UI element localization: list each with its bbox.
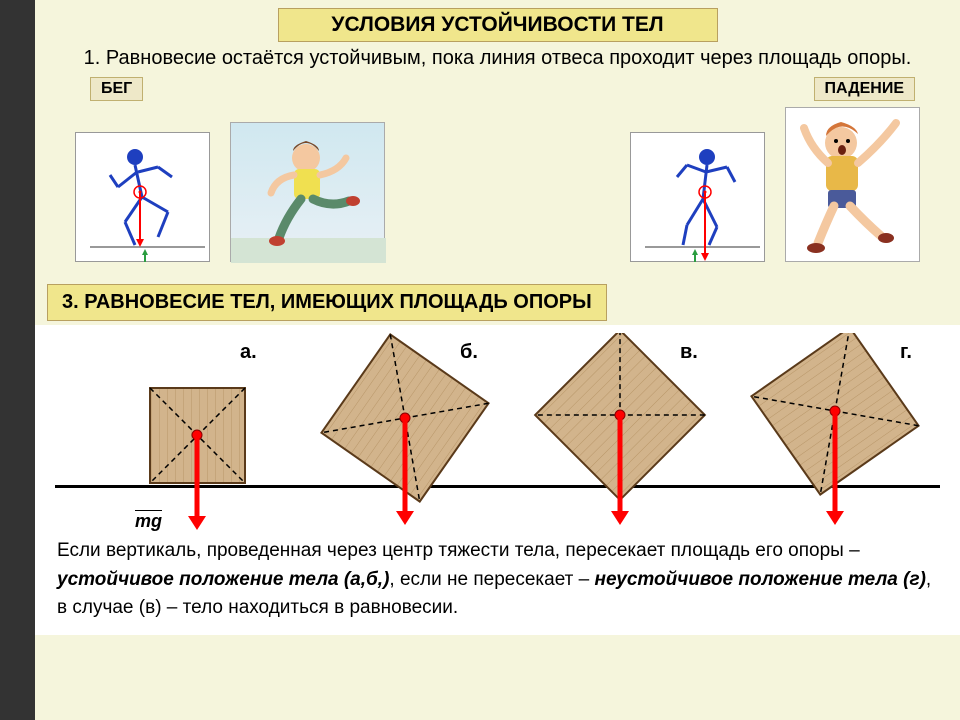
block-a: [135, 368, 275, 533]
block-d: [740, 333, 940, 533]
figures-row: [35, 103, 960, 272]
title-box: УСЛОВИЯ УСТОЙЧИВОСТИ ТЕЛ: [278, 8, 718, 42]
labels-row: БЕГ ПАДЕНИЕ: [35, 77, 960, 103]
explanation-text: Если вертикаль, проведенная через центр …: [45, 533, 950, 623]
slide-content: УСЛОВИЯ УСТОЙЧИВОСТИ ТЕЛ 1. Равновесие о…: [35, 0, 960, 720]
block-b: [310, 333, 500, 533]
blocks-diagram: а. б.: [35, 325, 960, 635]
running-stick-figure: [75, 132, 210, 262]
heading-3: 3. РАВНОВЕСИЕ ТЕЛ, ИМЕЮЩИХ ПЛОЩАДЬ ОПОРЫ: [47, 284, 607, 321]
label-a: а.: [240, 341, 257, 364]
sidebar-dark: [0, 0, 35, 720]
rule-1: 1. Равновесие остаётся устойчивым, пока …: [45, 46, 950, 71]
label-fall: ПАДЕНИЕ: [814, 77, 915, 101]
falling-stick-figure: [630, 132, 765, 262]
label-run: БЕГ: [90, 77, 143, 101]
running-cartoon: [230, 122, 385, 262]
block-c: [525, 333, 715, 533]
mg-label: mg: [135, 511, 162, 532]
falling-cartoon: [785, 107, 920, 262]
